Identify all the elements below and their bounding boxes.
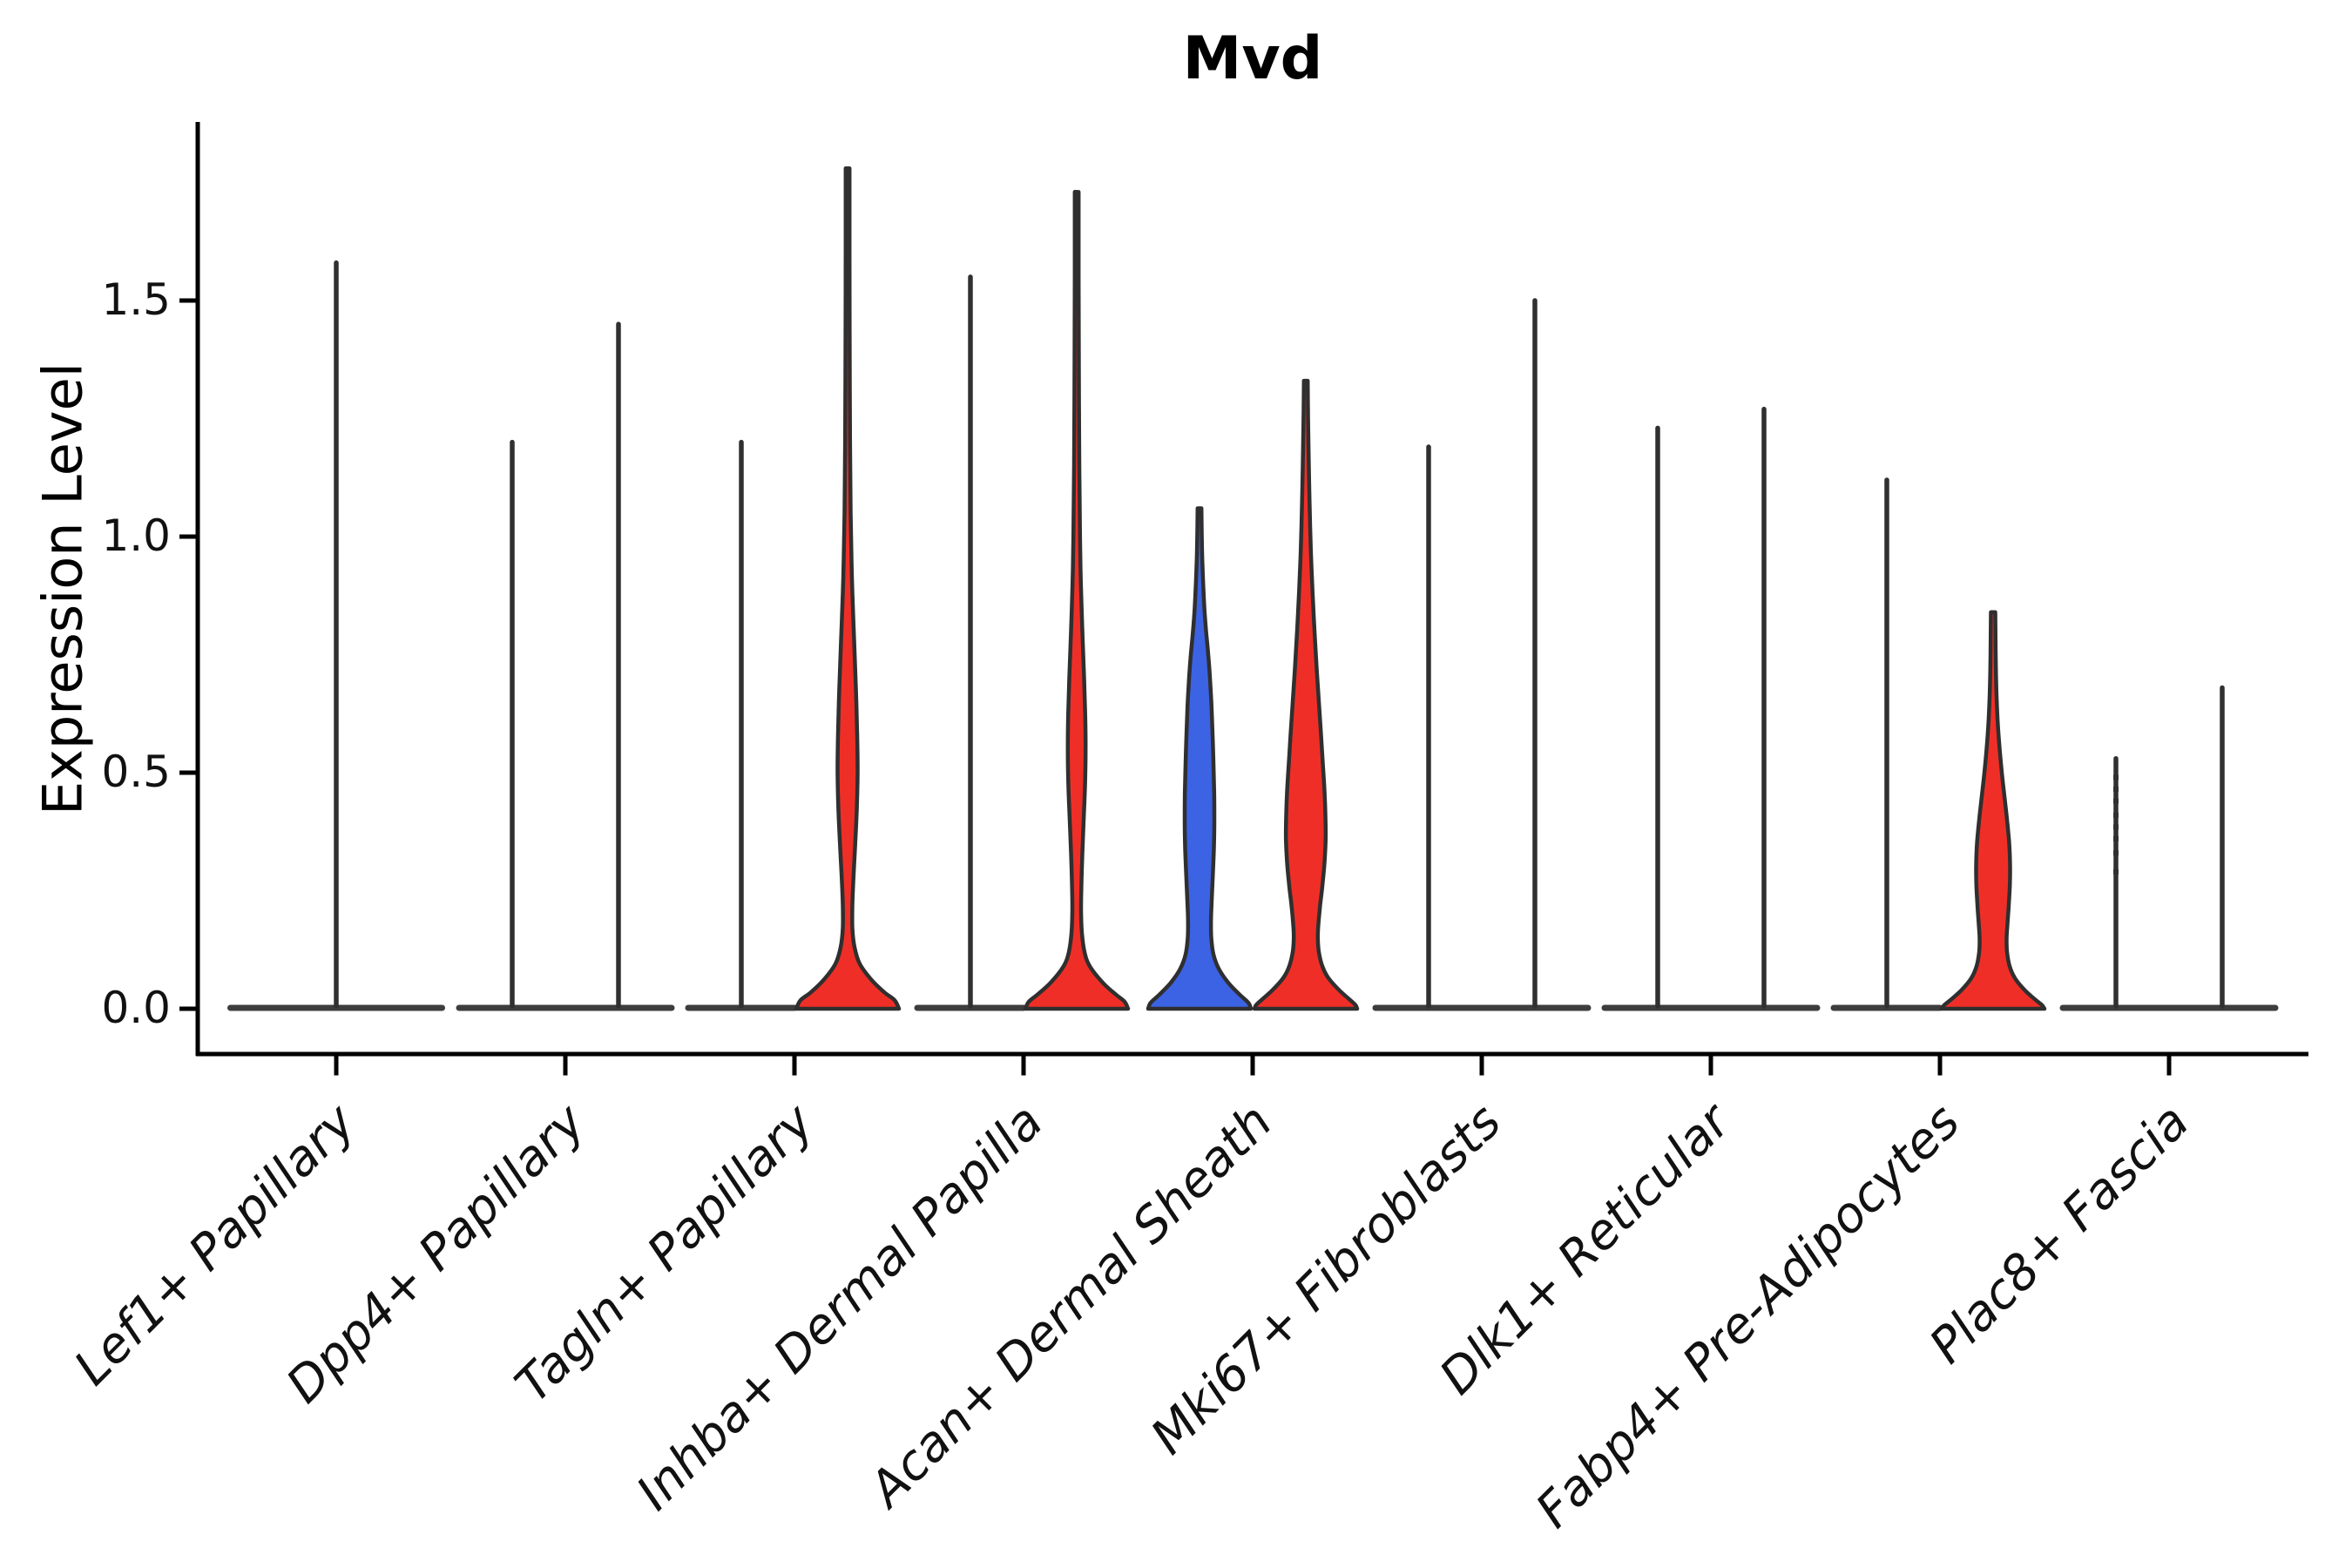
- violin-plac8-fascia-left-jitter-point: [2113, 868, 2119, 875]
- violin-plac8-fascia-left-jitter-point: [2113, 786, 2119, 792]
- violin-tagln-papillary-right-body: [794, 166, 902, 1011]
- y-axis-tick-label: 0.5: [101, 747, 171, 797]
- y-axis-tick-label: 0.0: [101, 983, 171, 1033]
- y-axis-label: Expression Level: [30, 362, 95, 815]
- violin-plac8-fascia-left-jitter-point: [2113, 850, 2119, 856]
- violin-plac8-fascia-left-jitter-point: [2113, 835, 2119, 841]
- y-axis-tick-label: 1.5: [101, 274, 171, 325]
- violin-fabp4-pre-adipocytes-right-body: [1939, 610, 2047, 1011]
- violin-plac8-fascia-left-jitter-point: [2113, 798, 2119, 804]
- violin-inhba-dermal-papilla-right-body: [1023, 190, 1131, 1011]
- violin-acan-dermal-sheath-right-body: [1252, 378, 1360, 1011]
- violin-acan-dermal-sheath-left-body: [1146, 506, 1254, 1011]
- violin-plac8-fascia-left-jitter-point: [2113, 812, 2119, 818]
- violin-plac8-fascia-left-jitter-point: [2113, 774, 2119, 781]
- y-axis-tick-label: 1.0: [101, 510, 171, 561]
- violin-plac8-fascia-left-jitter-point: [2113, 824, 2119, 830]
- chart-title: Mvd: [1182, 24, 1323, 93]
